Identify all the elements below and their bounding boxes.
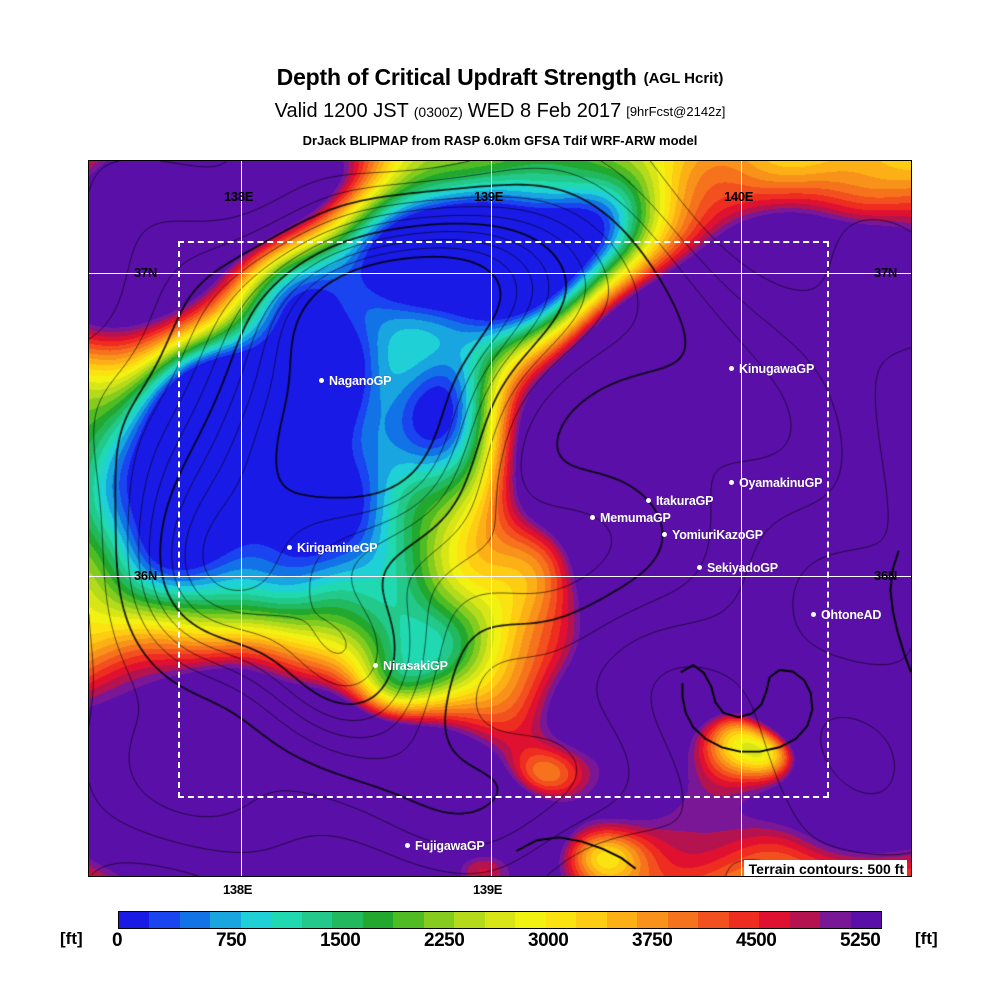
colorbar-unit-right: [ft]	[915, 929, 938, 948]
station-marker[interactable]: KinugawaGP	[729, 362, 814, 375]
colorbar-swatch	[149, 912, 180, 928]
colorbar-swatch	[667, 912, 699, 928]
station-marker[interactable]: SekiyadoGP	[697, 561, 778, 574]
colorbar-swatch	[515, 912, 546, 928]
colorbar-swatch	[698, 912, 729, 928]
forecast-tag: [9hrFcst@2142z]	[626, 104, 726, 119]
colorbar-tick: 1500	[320, 930, 361, 951]
colorbar-swatch	[454, 912, 485, 928]
colorbar-swatch	[484, 912, 516, 928]
station-dot-icon	[662, 532, 667, 537]
colorbar-swatch	[423, 912, 455, 928]
station-marker[interactable]: YomiuriKazoGP	[662, 528, 763, 541]
valid-time-utc: (0300Z)	[413, 104, 463, 120]
colorbar-swatch	[606, 912, 638, 928]
colorbar-swatch	[789, 912, 821, 928]
colorbar-swatch	[393, 912, 424, 928]
colorbar-tick: 3000	[528, 930, 569, 951]
station-marker[interactable]: OhtoneAD	[811, 608, 881, 621]
title-line-valid: Valid 1200 JST (0300Z) WED 8 Feb 2017 [9hrF…	[0, 99, 1000, 130]
page-title: Depth of Critical Updraft Strength	[276, 64, 637, 90]
station-dot-icon	[590, 515, 595, 520]
label-longitude-top: 139E	[474, 189, 504, 204]
colorbar-swatch	[301, 912, 333, 928]
gridline-latitude	[89, 576, 911, 577]
station-marker[interactable]: OyamakinuGP	[729, 476, 822, 489]
label-longitude-bottom: 139E	[473, 882, 503, 897]
colorbar-tick: 3750	[632, 930, 673, 951]
colorbar-tick: 5250	[840, 930, 881, 951]
station-marker[interactable]: FujigawaGP	[405, 839, 485, 852]
valid-time: Valid 1200 JST	[274, 100, 409, 122]
valid-date: WED 8 Feb 2017	[467, 100, 622, 122]
colorbar-swatch	[271, 912, 302, 928]
terrain-contour-note: Terrain contours: 500 ft	[743, 860, 907, 876]
colorbar-swatch	[820, 912, 851, 928]
colorbar-swatch	[850, 912, 882, 928]
station-dot-icon	[646, 498, 651, 503]
colorbar-tick: 750	[216, 930, 247, 951]
station-marker[interactable]: NaganoGP	[319, 374, 392, 387]
subdomain-dashed-box	[178, 241, 829, 798]
gridline-longitude	[741, 161, 742, 876]
colorbar-tick: 4500	[736, 930, 777, 951]
colorbar-swatch	[210, 912, 241, 928]
colorbar-swatch	[576, 912, 607, 928]
label-longitude-top: 138E	[224, 189, 254, 204]
label-latitude-right: 36N	[874, 568, 897, 583]
gridline-latitude	[89, 273, 911, 274]
colorbar-swatch	[728, 912, 760, 928]
station-dot-icon	[729, 480, 734, 485]
colorbar-swatch	[545, 912, 577, 928]
label-longitude-bottom: 138E	[223, 882, 253, 897]
colorbar-swatch	[179, 912, 211, 928]
station-dot-icon	[287, 545, 292, 550]
station-dot-icon	[319, 378, 324, 383]
title-line-main: Depth of Critical Updraft Strength (AGL H…	[0, 64, 1000, 98]
colorbar-swatch	[119, 912, 150, 928]
station-marker[interactable]: NirasakiGP	[373, 659, 448, 672]
label-latitude-right: 37N	[874, 265, 897, 280]
label-latitude-left: 36N	[134, 568, 157, 583]
colorbar-swatch	[362, 912, 394, 928]
station-marker[interactable]: MemumaGP	[590, 511, 671, 524]
station-marker[interactable]: KirigamineGP	[287, 541, 377, 554]
title-subscript: (AGL Hcrit)	[643, 70, 724, 87]
forecast-map[interactable]: 138E 139E 140E 37N 37N 36N 36N NaganoGP Kinugaw…	[88, 160, 912, 877]
colorbar-swatch	[240, 912, 272, 928]
gridline-longitude	[491, 161, 492, 876]
station-dot-icon	[373, 663, 378, 668]
station-dot-icon	[729, 366, 734, 371]
colorbar-legend: [ft] 0 750 1500 2250 3000 3750 4500 5250 [ft]	[0, 905, 1000, 965]
colorbar-tick: 2250	[424, 930, 465, 951]
title-block: Depth of Critical Updraft Strength (AGL H…	[0, 64, 1000, 150]
colorbar-gradient[interactable]	[118, 911, 882, 929]
model-source: DrJack BLIPMAP from RASP 6.0km GFSA Tdif…	[302, 133, 698, 148]
station-marker[interactable]: ItakuraGP	[646, 494, 713, 507]
map-raster-field	[89, 161, 911, 876]
label-latitude-left: 37N	[134, 265, 157, 280]
colorbar-swatch	[759, 912, 790, 928]
station-dot-icon	[405, 843, 410, 848]
station-dot-icon	[697, 565, 702, 570]
colorbar-unit-left: [ft]	[60, 929, 83, 948]
station-dot-icon	[811, 612, 816, 617]
colorbar-swatch	[637, 912, 668, 928]
label-longitude-top: 140E	[724, 189, 754, 204]
colorbar-swatch	[332, 912, 363, 928]
gridline-longitude	[241, 161, 242, 876]
colorbar-tick: 0	[112, 930, 123, 951]
